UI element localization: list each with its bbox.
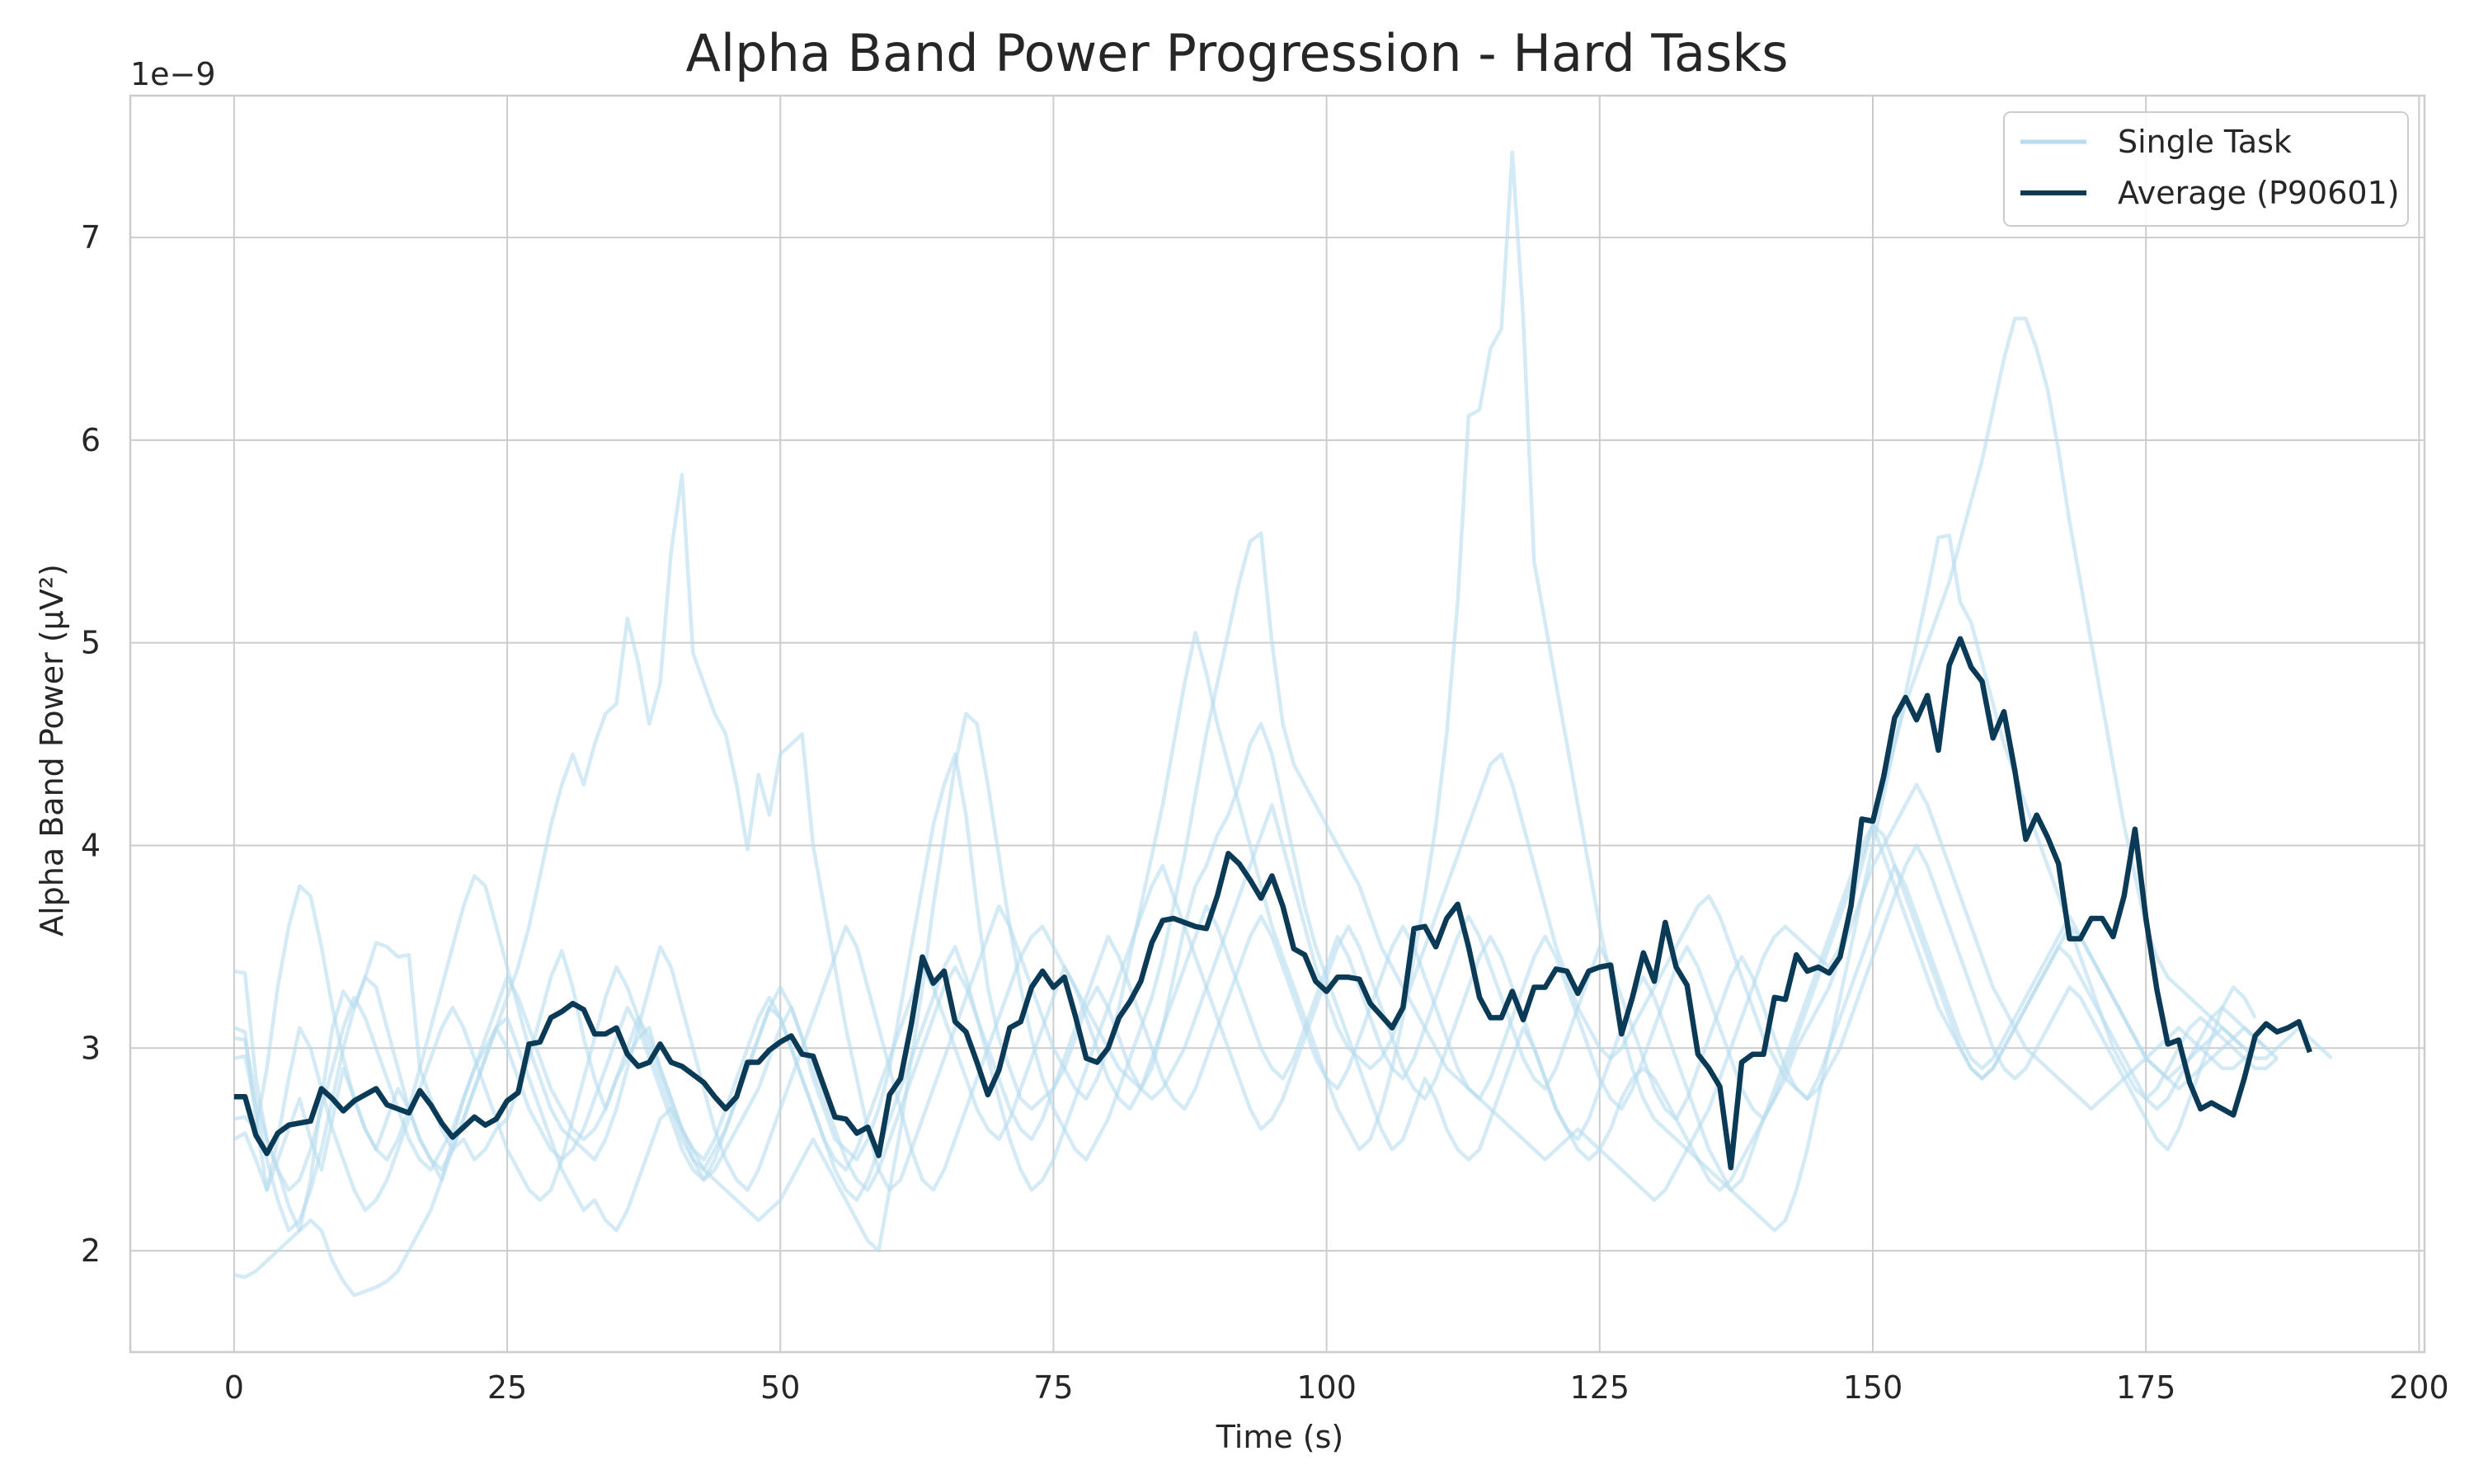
y-tick-label: 6 (81, 422, 101, 458)
y-axis-label: Alpha Band Power (µV²) (34, 564, 70, 937)
grid-lines (130, 96, 2425, 1352)
plot-frame (129, 94, 2426, 1354)
single-task-line-4 (233, 752, 2257, 1192)
legend-single-task-label: Single Task (2118, 124, 2292, 160)
legend-average-label: Average (P90601) (2118, 175, 2400, 211)
x-tick-label: 100 (1296, 1369, 1357, 1406)
x-tick-label: 200 (2389, 1369, 2449, 1406)
legend: Single Task Average (P90601) (2003, 111, 2409, 227)
tick-labels: 0 25 50 75 100 125 150 175 200 2 3 4 5 6 7 (81, 219, 2449, 1406)
x-tick-label: 150 (1843, 1369, 1903, 1406)
y-tick-label: 3 (81, 1030, 101, 1066)
single-task-line-2 (233, 317, 2333, 1253)
x-tick-label: 0 (224, 1369, 244, 1406)
y-tick-label: 5 (81, 625, 101, 661)
single-task-line-5 (233, 150, 2279, 1298)
x-tick-label: 175 (2116, 1369, 2176, 1406)
x-tick-label: 25 (487, 1369, 527, 1406)
average-line (233, 636, 2312, 1171)
x-tick-label: 50 (760, 1369, 800, 1406)
x-tick-label: 75 (1033, 1369, 1073, 1406)
x-tick-label: 125 (1570, 1369, 1630, 1406)
chart-title: Alpha Band Power Progression - Hard Task… (685, 23, 1788, 83)
series-layer (233, 150, 2333, 1298)
single-task-line-7 (233, 863, 2246, 1192)
legend-box (2003, 111, 2409, 227)
single-task-line-1 (233, 721, 2257, 1233)
y-tick-label: 4 (81, 827, 101, 863)
y-tick-label: 7 (81, 219, 101, 256)
y-tick-label: 2 (81, 1233, 101, 1269)
x-axis-label: Time (s) (1216, 1419, 1344, 1455)
single-task-line-6 (233, 823, 2279, 1233)
single-task-line-3 (233, 823, 2268, 1213)
y-offset-label: 1e−9 (130, 56, 216, 92)
